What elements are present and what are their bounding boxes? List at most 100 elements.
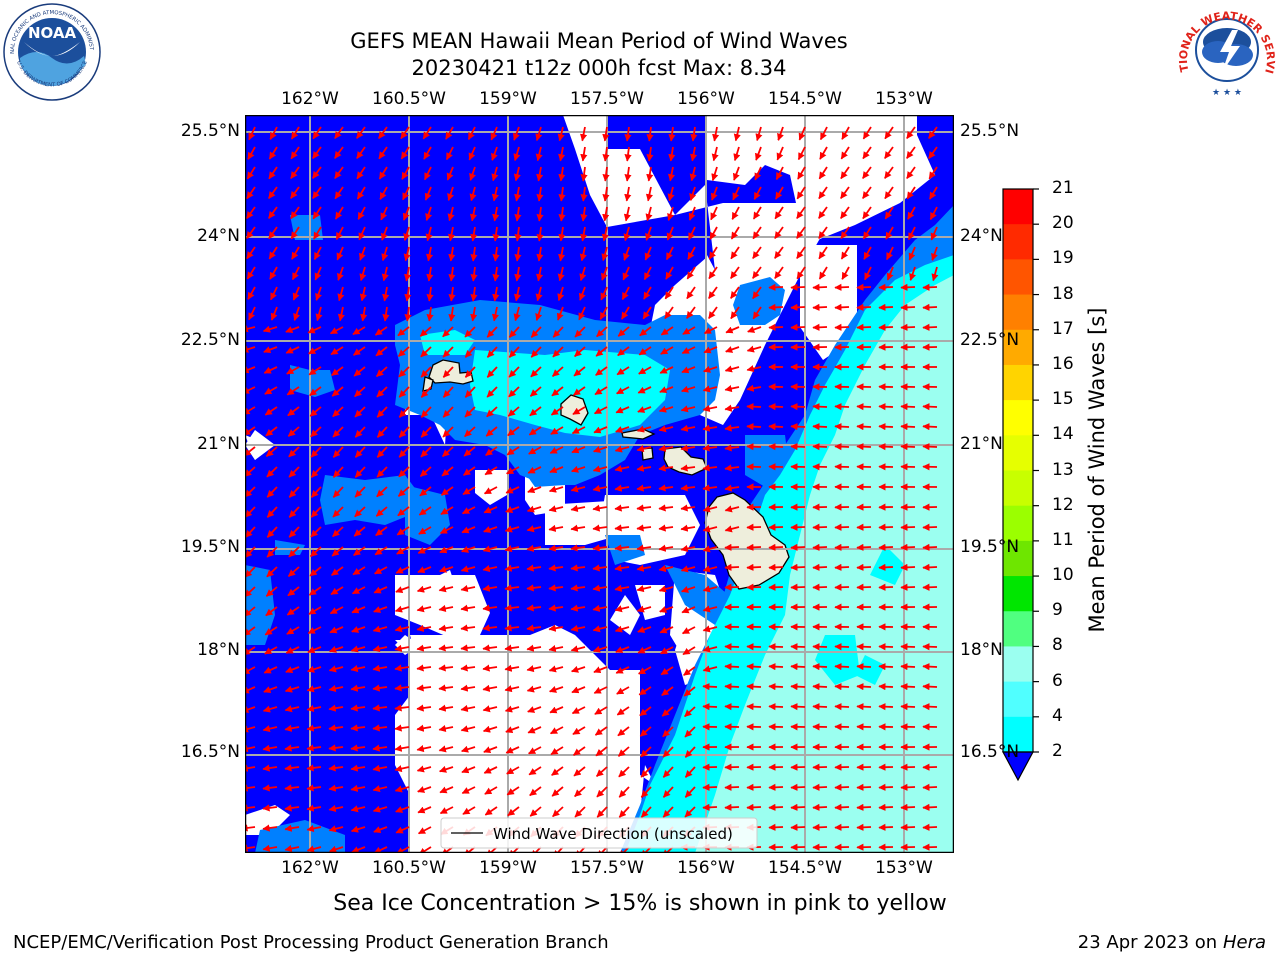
wind-wave-arrow — [579, 266, 587, 282]
wind-wave-arrow — [492, 206, 500, 222]
wind-wave-arrow — [284, 744, 300, 752]
wind-wave-arrow — [351, 586, 366, 595]
wind-wave-arrow — [265, 446, 278, 457]
wind-wave-arrow — [548, 665, 564, 673]
wind-wave-arrow — [248, 126, 256, 141]
wind-wave-arrow — [376, 386, 388, 398]
wind-wave-arrow — [790, 403, 806, 411]
wind-wave-arrow — [356, 186, 366, 200]
wind-wave-arrow — [375, 366, 388, 378]
wind-wave-arrow — [353, 366, 366, 377]
wind-wave-arrow — [372, 724, 388, 732]
lon-label-bottom: 160.5°W — [372, 858, 446, 878]
wind-wave-arrow — [287, 586, 300, 597]
wind-wave-arrow — [796, 186, 806, 200]
wind-wave-arrow — [578, 306, 586, 321]
wind-wave-arrow — [636, 585, 652, 593]
lon-label-top: 154.5°W — [768, 89, 842, 109]
wind-wave-arrow — [658, 565, 674, 573]
wind-wave-arrow — [284, 724, 300, 732]
wind-wave-arrow — [528, 426, 542, 436]
wind-wave-arrow — [768, 663, 784, 671]
wind-wave-arrow — [402, 186, 410, 201]
lat-label-right: 25.5°N — [960, 121, 1020, 141]
wind-wave-arrow — [834, 583, 850, 591]
wind-wave-arrow — [724, 543, 740, 551]
wind-wave-arrow — [884, 126, 894, 140]
wind-wave-arrow — [812, 423, 828, 431]
wind-wave-arrow — [558, 206, 566, 222]
wind-wave-arrow — [574, 786, 586, 798]
wind-wave-arrow — [878, 523, 894, 531]
wind-wave-arrow — [464, 346, 476, 358]
wind-wave-arrow — [360, 306, 368, 322]
wind-wave-arrow — [416, 765, 432, 773]
wind-wave-arrow — [878, 683, 894, 691]
wind-wave-arrow — [680, 444, 696, 452]
wind-wave-arrow — [900, 563, 916, 571]
wind-wave-arrow — [420, 386, 432, 398]
wind-wave-arrow — [557, 266, 565, 282]
wind-wave-arrow — [470, 266, 478, 282]
wind-wave-arrow — [504, 545, 520, 553]
wind-wave-arrow — [420, 426, 432, 438]
wind-wave-arrow — [922, 643, 938, 651]
wind-wave-arrow — [689, 186, 697, 201]
wind-wave-arrow — [354, 426, 366, 438]
wind-wave-arrow — [638, 366, 652, 375]
wind-wave-arrow — [394, 664, 410, 672]
wind-wave-arrow — [551, 786, 564, 797]
colorbar-tick-label: 21 — [1052, 178, 1074, 198]
wind-wave-arrow — [812, 583, 828, 591]
wind-wave-arrow — [724, 643, 740, 651]
wind-wave-arrow — [332, 486, 344, 498]
wind-wave-arrow — [928, 166, 938, 180]
wind-wave-arrow — [621, 306, 630, 320]
wind-wave-arrow — [658, 444, 674, 452]
wind-wave-arrow — [402, 206, 410, 221]
wind-wave-arrow — [574, 346, 586, 358]
wind-wave-arrow — [463, 466, 476, 476]
wind-wave-arrow — [535, 146, 543, 162]
wind-wave-arrow — [422, 126, 432, 140]
wind-wave-arrow — [684, 806, 696, 818]
wind-wave-arrow — [375, 346, 388, 357]
wind-wave-arrow — [372, 684, 388, 692]
wind-wave-arrow — [418, 526, 432, 535]
colorbar-tick-label: 17 — [1052, 318, 1074, 339]
maui-island — [663, 446, 708, 476]
wind-wave-arrow — [288, 546, 300, 558]
wind-wave-arrow — [266, 486, 278, 498]
wind-wave-arrow — [556, 306, 564, 321]
wind-wave-arrow — [878, 703, 894, 711]
wind-wave-arrow — [329, 626, 344, 634]
wind-wave-arrow — [527, 466, 542, 474]
wind-wave-arrow — [288, 446, 300, 458]
lon-label-top: 156°W — [677, 89, 735, 109]
wind-wave-arrow — [768, 523, 784, 531]
wind-wave-arrow — [529, 386, 542, 397]
wind-wave-arrow — [856, 823, 872, 831]
wind-wave-arrow — [265, 606, 278, 617]
wind-wave-arrow — [448, 246, 456, 262]
wind-wave-arrow — [690, 126, 698, 142]
wind-wave-arrow — [840, 206, 850, 219]
wind-wave-arrow — [573, 386, 586, 396]
colorbar-tick-label: 20 — [1052, 213, 1074, 234]
wind-wave-arrow — [636, 425, 652, 433]
wind-wave-arrow — [485, 426, 498, 437]
wind-wave-arrow — [329, 845, 344, 853]
wind-wave-arrow — [660, 346, 674, 355]
wind-wave-arrow — [681, 586, 696, 593]
wind-wave-arrow — [245, 366, 256, 374]
wind-wave-arrow — [482, 705, 498, 713]
wind-wave-arrow — [636, 464, 652, 472]
wind-wave-arrow — [640, 766, 652, 778]
wind-wave-arrow — [467, 126, 476, 141]
wind-wave-arrow — [401, 166, 410, 180]
wind-wave-arrow — [262, 784, 278, 792]
wind-wave-arrow — [394, 684, 410, 692]
wind-wave-arrow — [394, 644, 410, 652]
wind-wave-arrow — [513, 306, 521, 322]
wind-wave-arrow — [373, 826, 388, 834]
